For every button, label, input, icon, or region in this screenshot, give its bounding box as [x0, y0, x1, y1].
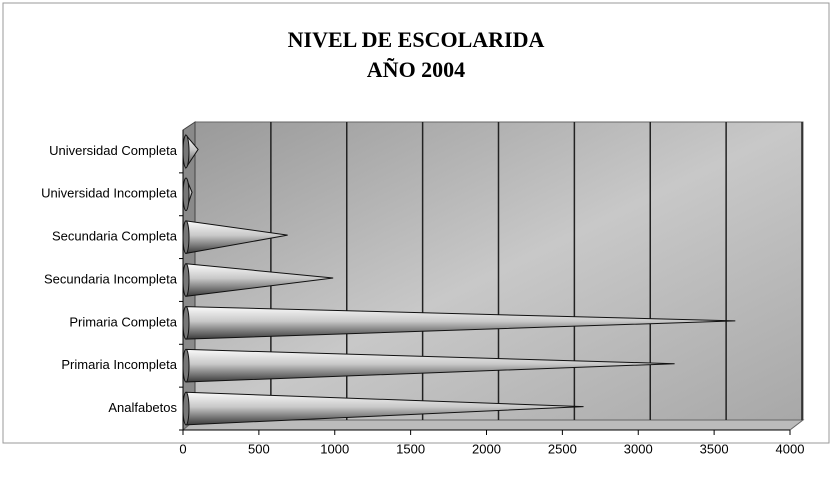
- bar-base: [182, 348, 190, 383]
- x-tick-label: 0: [179, 441, 186, 456]
- y-tick-label: Universidad Incompleta: [41, 186, 178, 201]
- bar-base: [182, 306, 190, 340]
- x-tick-label: 2500: [548, 441, 577, 456]
- y-tick-label: Analfabetos: [108, 400, 177, 415]
- x-tick-label: 500: [248, 441, 270, 456]
- y-tick-label: Secundaria Incompleta: [44, 271, 178, 286]
- x-tick-label: 2000: [472, 441, 501, 456]
- x-tick-label: 3500: [700, 441, 729, 456]
- y-tick-label: Primaria Completa: [69, 314, 177, 329]
- bar-base: [182, 391, 190, 426]
- x-tick-label: 3000: [624, 441, 653, 456]
- bar-base: [182, 134, 190, 169]
- x-tick-label: 4000: [776, 441, 805, 456]
- chart-title: NIVEL DE ESCOLARIDA: [288, 27, 545, 52]
- y-tick-label: Secundaria Completa: [52, 229, 178, 244]
- bar-base: [182, 177, 190, 212]
- y-tick-label: Primaria Incompleta: [61, 357, 177, 372]
- x-tick-label: 1500: [396, 441, 425, 456]
- y-tick-label: Universidad Completa: [49, 143, 178, 158]
- x-tick-label: 1000: [320, 441, 349, 456]
- chart-subtitle: AÑO 2004: [367, 57, 465, 82]
- bar-base: [182, 220, 190, 254]
- bar-base: [182, 263, 190, 297]
- floor: [181, 419, 805, 431]
